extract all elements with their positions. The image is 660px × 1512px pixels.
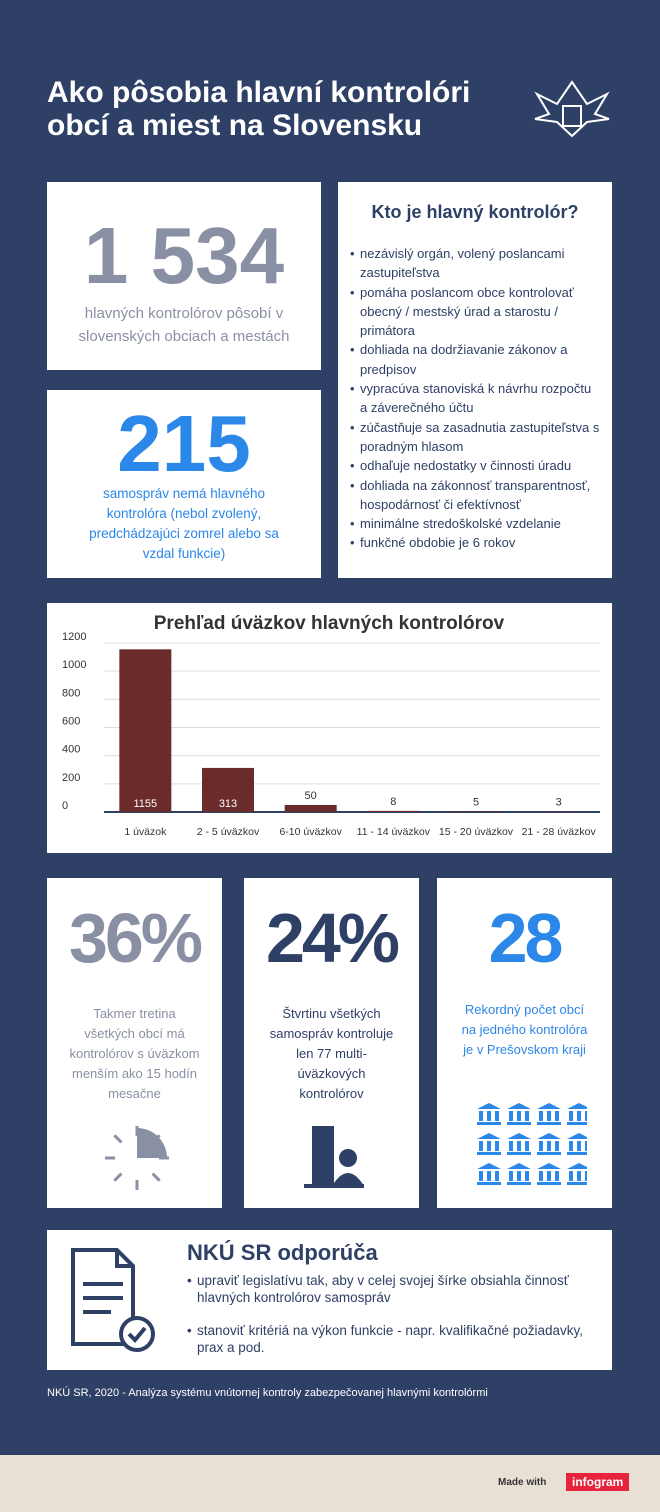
recommend-card: NKÚ SR odporúča upraviť legislatívu tak,… bbox=[47, 1230, 612, 1370]
footer-bar: Made with infogram bbox=[0, 1455, 660, 1512]
stat-number: 1 534 bbox=[83, 211, 285, 300]
value-label: 3 bbox=[556, 797, 562, 809]
logo bbox=[534, 80, 610, 138]
x-tick-label: 21 - 28 úväzkov bbox=[522, 826, 597, 838]
bar bbox=[450, 811, 502, 812]
fact-text: Štvrtinu všetkých samospráv kontroluje l… bbox=[269, 1006, 394, 1101]
info-item: dohliada na dodržiavanie zákonov a predp… bbox=[350, 340, 600, 379]
info-item: vypracúva stanoviská k návrhu rozpočtu a… bbox=[350, 379, 600, 418]
fact-number: 28 bbox=[488, 899, 564, 977]
info-item: minimálne stredoškolské vzdelanie bbox=[350, 514, 600, 534]
chart-title: Prehľad úväzkov hlavných kontrolórov bbox=[154, 613, 505, 634]
y-tick-label: 0 bbox=[62, 800, 68, 812]
fact-card: 28 Rekordný počet obcí na jedného kontrol… bbox=[437, 878, 612, 1208]
info-item: dohliada na zákonnosť transparentnosť, h… bbox=[350, 476, 600, 515]
info-card: Kto je hlavný kontrolór? nezávislý orgán… bbox=[338, 182, 612, 578]
bar bbox=[119, 649, 172, 812]
fact-card: 36% Takmer tretina všetkých obcí má kontr… bbox=[47, 878, 222, 1208]
x-tick-label: 11 - 14 úväzkov bbox=[357, 826, 431, 838]
info-item: nezávislý orgán, volený poslancami zastu… bbox=[350, 244, 600, 283]
fact-card: 24% Štvrtinu všetkých samospráv kontroluj… bbox=[244, 878, 419, 1208]
info-heading: Kto je hlavný kontrolór? bbox=[371, 202, 579, 222]
value-label: 50 bbox=[305, 790, 317, 802]
y-tick-label: 800 bbox=[62, 687, 80, 699]
value-label: 8 bbox=[390, 796, 396, 808]
bar bbox=[202, 767, 254, 812]
recommend-heading: NKÚ SR odporúča bbox=[187, 1240, 378, 1265]
y-tick-label: 400 bbox=[62, 744, 80, 756]
bar bbox=[367, 810, 420, 812]
chart: Prehľad úväzkov hlavných kontrolórov 0 20… bbox=[62, 613, 600, 838]
fact-number: 36% bbox=[68, 899, 203, 977]
fact-icon bbox=[304, 1126, 364, 1188]
value-label: 5 bbox=[473, 796, 479, 808]
y-tick-label: 200 bbox=[62, 772, 80, 784]
stat-card: 1 534 hlavných kontrolórov pôsobí v slov… bbox=[47, 182, 321, 370]
stat-card: 215 samospráv nemá hlavného kontrolóra (… bbox=[47, 390, 321, 578]
chart-card: Prehľad úväzkov hlavných kontrolórov 0 20… bbox=[47, 603, 612, 853]
fact-icon bbox=[105, 1126, 169, 1190]
document-icon bbox=[71, 1248, 155, 1352]
x-tick-label: 2 - 5 úväzkov bbox=[197, 826, 260, 838]
stat-number: 215 bbox=[117, 399, 251, 488]
recommend-item: upraviť legislatívu tak, aby v celej svo… bbox=[187, 1272, 587, 1306]
source: NKÚ SR, 2020 - Analýza systému vnútornej… bbox=[47, 1387, 488, 1399]
brand: infogram bbox=[566, 1473, 630, 1491]
y-tick-label: 600 bbox=[62, 716, 80, 728]
x-tick-label: 1 úväzok bbox=[124, 826, 167, 838]
stat-text: hlavných kontrolórov pôsobí v slovenskýc… bbox=[78, 305, 290, 345]
title: Ako pôsobia hlavní kontrolóri obcí a mie… bbox=[47, 76, 471, 142]
recommend-item: stanoviť kritériá na výkon funkcie - nap… bbox=[187, 1322, 587, 1356]
info-item: zúčastňuje sa zasadnutia zastupiteľstva … bbox=[350, 418, 600, 457]
x-tick-label: 6-10 úväzkov bbox=[279, 826, 342, 838]
made-with: Made with bbox=[498, 1477, 547, 1488]
fact-icon bbox=[477, 1103, 587, 1185]
info-list: nezávislý orgán, volený poslancami zastu… bbox=[350, 244, 600, 553]
value-label: 313 bbox=[219, 798, 237, 810]
y-tick-label: 1200 bbox=[62, 631, 86, 643]
info-item: funkčné obdobie je 6 rokov bbox=[350, 533, 600, 553]
fact-text: Rekordný počet obcí na jedného kontrolór… bbox=[461, 1002, 588, 1057]
value-label: 1155 bbox=[134, 798, 158, 810]
info-item: pomáha poslancom obce kontrolovať obecný… bbox=[350, 283, 600, 341]
stat-text: samospráv nemá hlavného kontrolóra (nebo… bbox=[89, 486, 279, 561]
x-tick-label: 15 - 20 úväzkov bbox=[439, 826, 514, 838]
recommend-list: upraviť legislatívu tak, aby v celej svo… bbox=[187, 1272, 587, 1372]
y-tick-label: 1000 bbox=[62, 659, 86, 671]
bar bbox=[284, 804, 337, 812]
fact-number: 24% bbox=[265, 899, 400, 977]
fact-text: Takmer tretina všetkých obcí má kontroló… bbox=[69, 1006, 200, 1101]
info-item: odhaľuje nedostatky v činnosti úradu bbox=[350, 456, 600, 476]
